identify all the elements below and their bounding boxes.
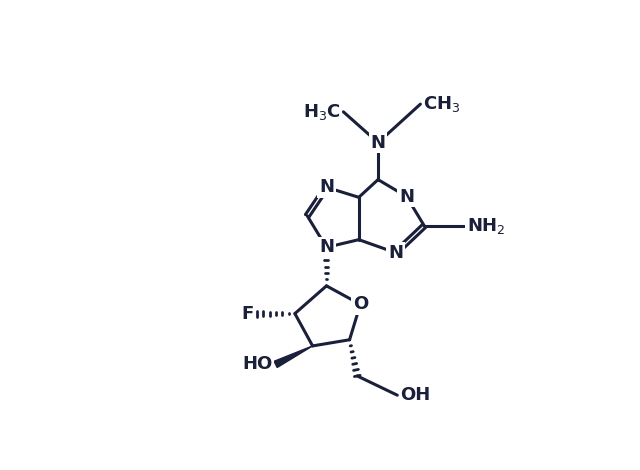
Text: H$_3$C: H$_3$C <box>303 102 340 122</box>
Text: N: N <box>319 238 334 256</box>
Text: CH$_3$: CH$_3$ <box>424 94 461 114</box>
Text: N: N <box>371 133 385 152</box>
Text: OH: OH <box>401 386 431 404</box>
Text: N: N <box>319 178 334 196</box>
Text: O: O <box>353 295 368 313</box>
Text: NH$_2$: NH$_2$ <box>467 216 505 236</box>
Text: N: N <box>388 244 403 262</box>
Polygon shape <box>274 346 312 368</box>
Text: N: N <box>399 188 414 205</box>
Text: F: F <box>242 305 254 322</box>
Text: HO: HO <box>243 355 273 373</box>
